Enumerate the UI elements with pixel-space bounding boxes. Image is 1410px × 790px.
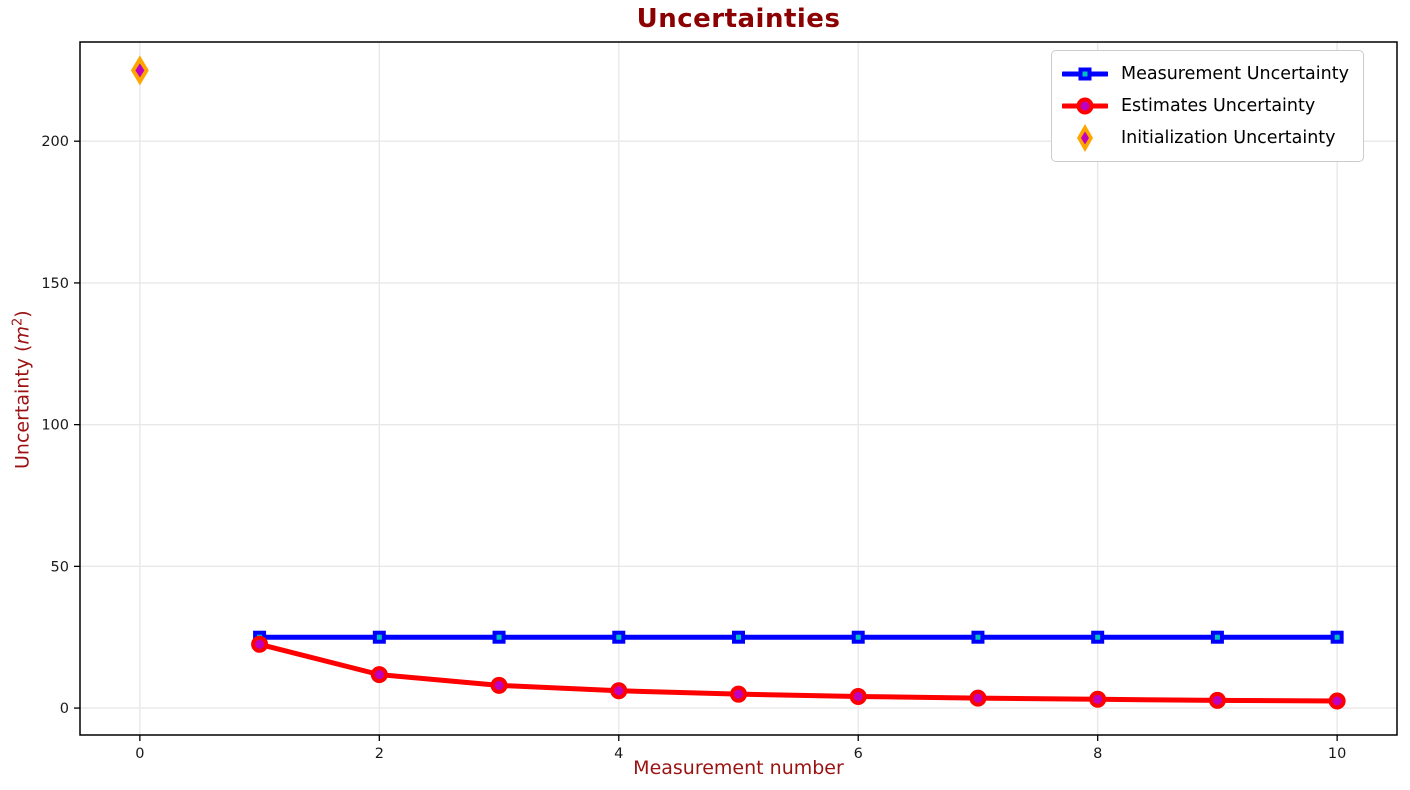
legend-label-initialization: Initialization Uncertainty — [1121, 128, 1336, 148]
circle-marker — [849, 687, 867, 705]
legend: Measurement Uncertainty Estimates Uncert… — [1051, 50, 1364, 162]
y-tick-label-0: 0 — [60, 701, 69, 717]
square-marker — [732, 630, 745, 644]
legend-label-measurement: Measurement Uncertainty — [1121, 64, 1349, 84]
square-marker — [612, 630, 626, 644]
y-axis-label-var: m — [11, 326, 34, 345]
legend-row-initialization: Initialization Uncertainty — [1062, 123, 1349, 153]
y-axis-label-suffix: ) — [11, 310, 34, 318]
plot-border — [79, 41, 1398, 736]
x-tick-label-2: 2 — [375, 746, 384, 762]
legend-label-estimates: Estimates Uncertainty — [1121, 96, 1316, 116]
x-tick-label-0: 0 — [135, 746, 144, 762]
measurement-line-square-icon — [1062, 58, 1108, 90]
x-axis-label: Measurement number — [633, 757, 844, 779]
circle-marker — [1089, 690, 1107, 708]
y-tick-label-150: 150 — [41, 276, 69, 292]
diamond-marker-inner — [135, 63, 145, 78]
x-tick-label-4: 4 — [614, 746, 623, 762]
circle-marker — [730, 685, 747, 703]
circle-marker — [251, 635, 269, 653]
y-axis-label-prefix: Uncertainty ( — [11, 344, 34, 470]
initialization-diamond-icon — [1062, 122, 1108, 154]
circle-marker — [370, 666, 388, 684]
x-tick-label-6: 6 — [854, 746, 863, 762]
circle-marker — [969, 689, 987, 707]
y-axis-label-sup: 2 — [10, 317, 26, 327]
y-tick-label-200: 200 — [41, 134, 69, 150]
chart-title: Uncertainties — [636, 4, 841, 34]
x-tick-label-8: 8 — [1093, 746, 1102, 762]
legend-row-measurement: Measurement Uncertainty — [1062, 59, 1349, 89]
square-marker — [372, 630, 386, 644]
y-axis-label: Uncertainty (m2) — [10, 290, 33, 490]
circle-marker — [610, 682, 628, 700]
estimates-line-circle-icon — [1062, 90, 1108, 122]
square-marker — [971, 630, 985, 644]
x-tick-label-10: 10 — [1328, 746, 1346, 762]
series-line-1 — [257, 641, 1340, 704]
y-tick-label-100: 100 — [41, 418, 69, 434]
square-marker — [492, 630, 506, 644]
square-marker — [1330, 630, 1344, 644]
legend-row-estimates: Estimates Uncertainty — [1062, 91, 1349, 121]
circle-marker — [490, 676, 508, 694]
circle-marker — [1208, 691, 1226, 709]
square-marker — [851, 630, 865, 644]
square-marker — [1210, 630, 1224, 644]
square-marker — [1091, 630, 1105, 644]
circle-marker — [1328, 692, 1346, 710]
y-tick-label-50: 50 — [51, 559, 69, 575]
